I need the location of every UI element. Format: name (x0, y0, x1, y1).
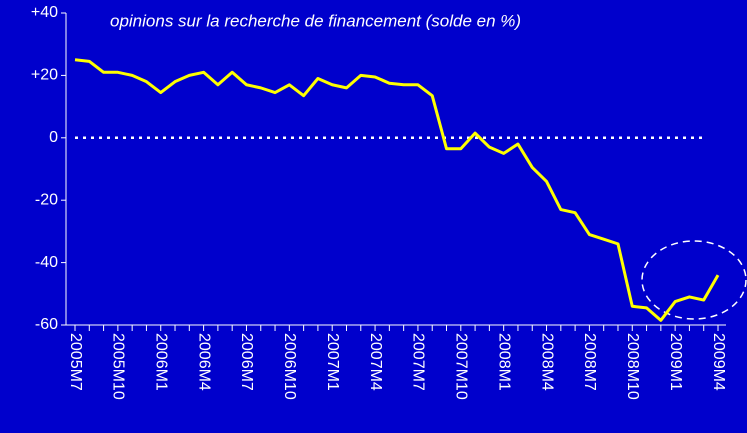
x-tick-label: 2007M10 (453, 333, 470, 400)
y-tick-label: -20 (35, 191, 58, 208)
x-tick-label: 2006M4 (195, 333, 212, 391)
y-tick-label: -40 (35, 254, 58, 271)
x-tick-label: 2006M10 (281, 333, 298, 400)
x-tick-label: 2005M10 (110, 333, 127, 400)
x-tick-label: 2007M1 (324, 333, 341, 391)
x-tick-label: 2008M10 (624, 333, 641, 400)
x-tick-label: 2009M4 (710, 333, 727, 391)
x-tick-label: 2006M7 (238, 333, 255, 391)
x-tick-label: 2007M7 (410, 333, 427, 391)
x-tick-label: 2008M1 (495, 333, 512, 391)
chart-title: opinions sur la recherche de financement… (110, 11, 521, 30)
y-tick-label: 0 (49, 129, 58, 146)
x-tick-label: 2009M1 (667, 333, 684, 391)
y-tick-label: -60 (35, 316, 58, 333)
x-tick-label: 2005M7 (67, 333, 84, 391)
x-tick-label: 2006M1 (152, 333, 169, 391)
x-tick-label: 2008M4 (538, 333, 555, 391)
x-tick-label: 2007M4 (367, 333, 384, 391)
y-tick-label: +20 (31, 67, 58, 84)
x-tick-label: 2008M7 (581, 333, 598, 391)
y-tick-label: +40 (31, 4, 58, 21)
highlight-ellipse (641, 240, 747, 320)
data-line (74, 58, 720, 322)
